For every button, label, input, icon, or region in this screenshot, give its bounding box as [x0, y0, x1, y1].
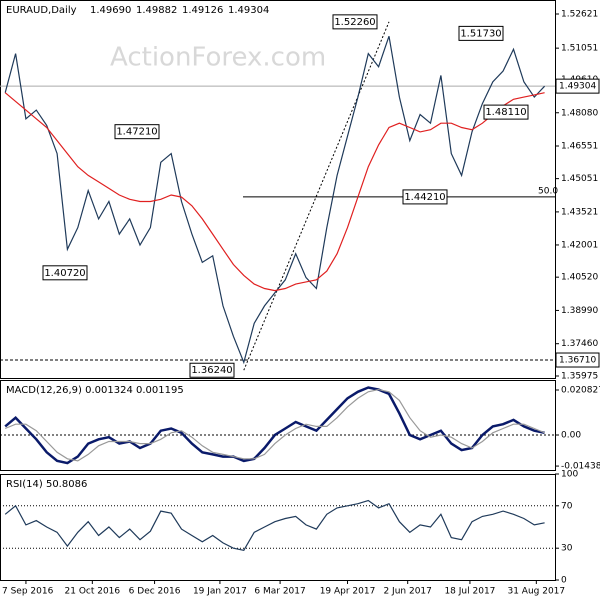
y-tick-label: 0: [561, 576, 567, 586]
annotation-box: [332, 14, 378, 30]
annotation-box: [458, 25, 504, 41]
fib-label: 50.0: [538, 186, 558, 196]
ohlc-value: 1.49882: [136, 5, 177, 16]
x-tick-label: 31 Aug 2017: [507, 587, 565, 597]
annotation-label: 1.48110: [485, 107, 526, 118]
trend-line: [243, 21, 390, 371]
series-line: [4, 499, 545, 551]
y-tick-label: 1.51051: [561, 44, 598, 54]
price-box: [555, 352, 600, 368]
annotation-label: 1.40720: [44, 268, 85, 279]
price-box-label: 1.49304: [559, 82, 596, 92]
y-tick-label: 1.48080: [561, 108, 598, 118]
panel-title: EURAUD,Daily: [6, 5, 77, 16]
annotation-box: [483, 104, 529, 120]
y-tick-label: 70: [561, 501, 573, 511]
panel-frame: [0, 0, 556, 379]
panel-frame: [0, 380, 556, 471]
annotation-label: 1.47210: [116, 127, 157, 138]
x-tick-label: 6 Mar 2017: [254, 587, 305, 597]
x-tick-label: 2 Jun 2017: [383, 587, 431, 597]
price-box: [555, 78, 600, 94]
annotation-label: 1.36240: [191, 365, 232, 376]
x-tick-label: 21 Oct 2016: [65, 587, 121, 597]
y-tick-label: 1.46551: [561, 142, 598, 152]
y-tick-label: 100: [561, 470, 578, 480]
panel-title: MACD(12,26,9) 0.001324 0.001195: [6, 385, 184, 396]
x-tick-label: 19 Apr 2017: [320, 587, 376, 597]
series-line: [4, 388, 545, 462]
annotation-box: [114, 124, 160, 140]
annotation-box: [189, 362, 235, 378]
y-tick-label: 1.37460: [561, 339, 598, 349]
y-tick-label: 0.020827: [561, 386, 600, 396]
y-tick-label: 1.38990: [561, 306, 598, 316]
annotation-box: [42, 265, 88, 281]
annotation-label: 1.51730: [460, 28, 501, 39]
x-tick-label: 19 Jan 2017: [193, 587, 247, 597]
y-tick-label: 1.40520: [561, 273, 598, 283]
y-tick-label: 1.42001: [561, 240, 598, 250]
watermark: ActionForex.com: [110, 43, 326, 73]
y-tick-label: 1.45051: [561, 174, 598, 184]
y-tick-label: -0.014386: [561, 462, 600, 472]
ohlc-value: 1.49690: [90, 5, 131, 16]
panel-frame: [0, 474, 556, 581]
y-tick-label: 1.43521: [561, 207, 598, 217]
ohlc-value: 1.49304: [228, 5, 269, 16]
y-tick-label: 1.35975: [561, 371, 598, 381]
annotation-label: 1.52260: [334, 17, 375, 28]
x-tick-label: 6 Dec 2016: [129, 587, 181, 597]
x-tick-label: 7 Sep 2016: [2, 587, 54, 597]
panel-title: RSI(14) 50.8086: [6, 479, 87, 490]
ohlc-value: 1.49126: [182, 5, 223, 16]
annotation-label: 1.44210: [404, 192, 445, 203]
series-line: [4, 386, 545, 465]
y-tick-label: 30: [561, 544, 573, 554]
y-tick-label: 1.52621: [561, 10, 598, 20]
series-line: [4, 36, 546, 365]
annotation-box: [402, 189, 448, 205]
x-tick-label: 18 Jul 2017: [444, 587, 495, 597]
price-box-label: 1.36710: [559, 356, 596, 366]
y-tick-label: 0.00: [561, 430, 581, 440]
series-line: [4, 92, 545, 292]
